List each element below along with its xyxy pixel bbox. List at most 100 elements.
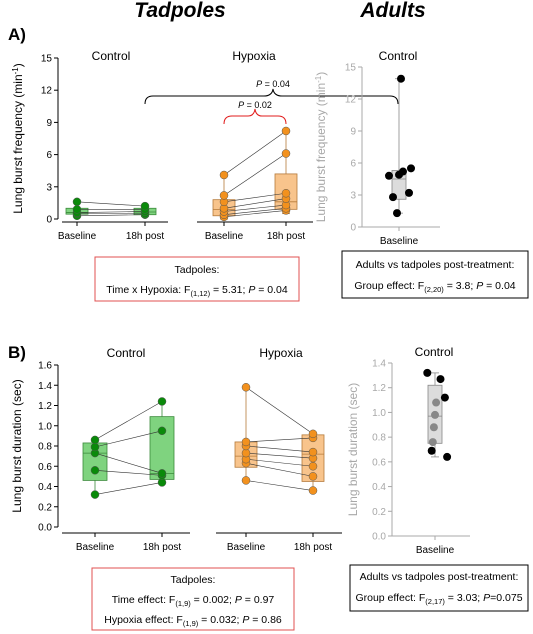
data-point-baseline bbox=[90, 466, 100, 475]
y-tick-label: 1.0 bbox=[372, 408, 386, 419]
data-point bbox=[393, 209, 401, 218]
pair-line bbox=[223, 207, 287, 216]
y-tick-label: 1.2 bbox=[38, 401, 52, 412]
data-point bbox=[395, 170, 403, 179]
data-point-post bbox=[157, 426, 167, 436]
x-tick-label: Baseline bbox=[205, 231, 244, 242]
stats-title: Tadpoles: bbox=[171, 574, 216, 586]
pair-line bbox=[223, 210, 287, 218]
chart-title-adults-a: Control bbox=[379, 49, 418, 63]
data-point-baseline bbox=[241, 448, 251, 458]
sig-bracket-groups bbox=[144, 88, 399, 105]
pair-line bbox=[223, 153, 287, 196]
data-point bbox=[405, 188, 413, 197]
stats-line-1: Time effect: F(1,9) = 0.002; P = 0.97 bbox=[112, 594, 275, 608]
data-point bbox=[429, 423, 438, 432]
pair-line bbox=[94, 452, 163, 474]
data-point bbox=[436, 375, 445, 384]
y-axis-label: Lung burst frequency (min-1) bbox=[314, 72, 328, 223]
sig-bracket-hypoxia bbox=[223, 108, 287, 125]
y-tick-label: 12 bbox=[41, 86, 53, 97]
x-tick-label: Baseline bbox=[380, 236, 419, 247]
panel-label-a: A) bbox=[8, 25, 26, 44]
y-tick-label: 0.6 bbox=[38, 462, 52, 473]
pair-line bbox=[94, 482, 163, 495]
y-tick-label: 1.2 bbox=[372, 383, 386, 394]
panel-b-adults-chart: 0.0 0.2 0.4 0.6 0.8 1.0 1.2 1.4 Lung burst durat… bbox=[346, 345, 470, 556]
x-tick-label: Baseline bbox=[416, 545, 455, 556]
x-tick-label: 18h post bbox=[294, 542, 333, 553]
y-tick-label: 0.2 bbox=[38, 502, 52, 513]
data-point bbox=[423, 368, 432, 377]
y-tick-label: 15 bbox=[345, 63, 357, 74]
data-point bbox=[443, 452, 452, 461]
pair-line bbox=[94, 401, 163, 441]
data-point-baseline bbox=[241, 437, 251, 447]
y-tick-label: 9 bbox=[350, 127, 356, 138]
data-point-baseline bbox=[219, 191, 229, 200]
data-point bbox=[440, 393, 449, 402]
stats-title: Adults vs tadpoles post-treatment: bbox=[360, 571, 519, 583]
y-tick-label: 1.6 bbox=[38, 361, 52, 372]
data-point-baseline bbox=[241, 383, 251, 392]
stats-line-2: Hypoxia effect: F(1,9) = 0.032; P = 0.86 bbox=[104, 614, 282, 628]
y-tick-label: 6 bbox=[46, 150, 52, 161]
y-axis-label: Lung burst duration (sec) bbox=[10, 379, 24, 512]
panel-label-b: B) bbox=[8, 343, 26, 362]
y-tick-label: 15 bbox=[41, 54, 53, 65]
data-point bbox=[407, 164, 415, 173]
pair-line bbox=[245, 462, 314, 477]
y-tick-label: 3 bbox=[46, 182, 52, 193]
y-tick-label: 0.0 bbox=[38, 523, 52, 534]
y-tick-label: 0.8 bbox=[38, 442, 52, 453]
y-axis-label: Lung burst duration (sec) bbox=[346, 383, 360, 516]
x-tick-label: 18h post bbox=[143, 542, 182, 553]
stats-title: Tadpoles: bbox=[175, 264, 220, 276]
stats-title: Adults vs tadpoles post-treatment: bbox=[356, 259, 515, 271]
y-tick-label: 0.4 bbox=[372, 482, 386, 493]
y-tick-label: 0.2 bbox=[372, 507, 386, 518]
data-point-post bbox=[281, 149, 291, 158]
pair-line bbox=[76, 214, 146, 217]
data-point bbox=[431, 410, 439, 419]
y-tick-label: 0 bbox=[350, 223, 356, 234]
data-point-post bbox=[308, 462, 318, 471]
data-point-post bbox=[157, 478, 167, 487]
y-tick-label: 1.4 bbox=[38, 381, 52, 392]
y-tick-label: 0.8 bbox=[372, 433, 386, 444]
group-title-hypoxia: Hypoxia bbox=[259, 346, 303, 360]
box bbox=[391, 170, 407, 200]
pair-line bbox=[245, 445, 314, 453]
y-axis-label: Lung burst frequency (min-1) bbox=[11, 63, 25, 214]
data-point bbox=[427, 446, 436, 455]
y-tick-label: 0.0 bbox=[372, 532, 386, 543]
data-point-baseline bbox=[72, 197, 82, 207]
pair-line bbox=[223, 204, 287, 212]
y-tick-label: 9 bbox=[46, 118, 52, 129]
pair-line bbox=[245, 387, 314, 435]
chart-title-adults-b: Control bbox=[415, 345, 454, 359]
stats-box-b-tadpoles: Tadpoles: Time effect: F(1,9) = 0.002; P… bbox=[91, 567, 295, 631]
data-point-post bbox=[308, 486, 318, 495]
pair-line bbox=[94, 430, 163, 448]
pair-line bbox=[245, 437, 314, 443]
data-point bbox=[397, 74, 405, 83]
y-tick-label: 1.0 bbox=[38, 421, 52, 432]
pair-line bbox=[245, 452, 314, 459]
data-point-post bbox=[308, 429, 318, 439]
y-tick-label: 12 bbox=[345, 95, 357, 106]
group-title-hypoxia: Hypoxia bbox=[232, 49, 276, 63]
annotation-p-hypoxia: P = 0.02 bbox=[238, 100, 272, 110]
data-point-baseline bbox=[90, 490, 100, 499]
data-point-post bbox=[140, 201, 150, 211]
header-tadpoles: Tadpoles bbox=[134, 0, 225, 22]
x-tick-label: Baseline bbox=[76, 542, 115, 553]
data-point-post bbox=[308, 472, 318, 481]
pair-line bbox=[76, 211, 146, 213]
stats-box-a-adults: Adults vs tadpoles post-treatment: Group… bbox=[341, 250, 529, 299]
stats-box-b-adults: Adults vs tadpoles post-treatment: Group… bbox=[349, 564, 529, 612]
panel-a-tadpoles-chart: 0 3 6 9 12 15 Lung burst frequency (min-1) Base… bbox=[11, 49, 399, 242]
pair-line bbox=[245, 458, 314, 467]
pair-line bbox=[245, 480, 314, 491]
x-tick-label: 18h post bbox=[267, 231, 306, 242]
